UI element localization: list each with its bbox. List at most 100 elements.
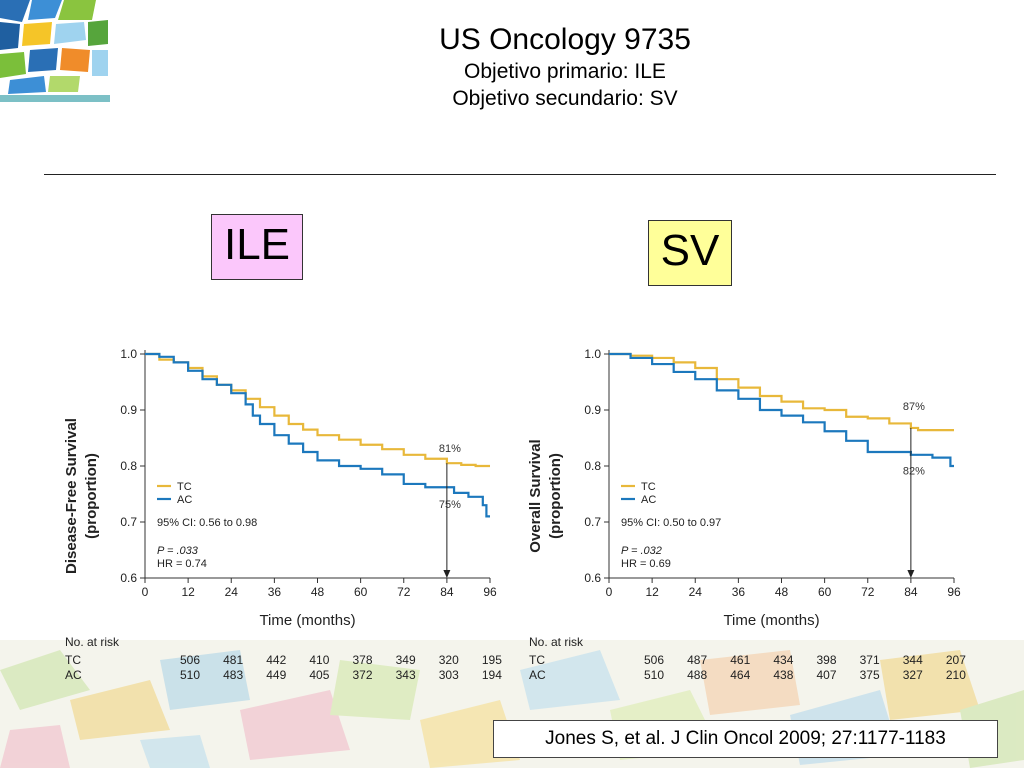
risk-cell: 327	[903, 668, 923, 682]
risk-cell: 378	[352, 653, 372, 667]
percent-annotation: 75%	[439, 499, 461, 511]
risk-cell: 506	[644, 653, 664, 667]
overall-survival-chart: 0.6 0.7 0.8 0.9 1.0 0 12 24 36 48 60 72 84 96 Time (mo…	[514, 318, 974, 694]
risk-cell: 207	[946, 653, 966, 667]
series-line-ac	[609, 352, 954, 468]
x-tick-label: 96	[947, 585, 961, 599]
y-tick-label: 0.8	[584, 459, 601, 473]
x-axis-label: Time (months)	[259, 612, 355, 629]
legend-label-tc: TC	[641, 481, 656, 493]
x-tick-label: 12	[645, 585, 659, 599]
risk-table-header: No. at risk	[529, 635, 584, 649]
x-tick-label: 0	[606, 585, 613, 599]
conference-logo	[0, 0, 110, 102]
dfs-chart-svg: 0.6 0.7 0.8 0.9 1.0 0 12 24 36 48 60 72 84 96 Time (mo…	[63, 347, 502, 682]
y-axis-label-unit: (proportion)	[547, 453, 564, 539]
risk-cell: 194	[482, 668, 502, 682]
risk-cell: 375	[860, 668, 880, 682]
risk-cell: 442	[266, 653, 286, 667]
series-line-tc	[145, 352, 490, 468]
x-tick-label: 96	[483, 585, 497, 599]
x-tick-label: 84	[440, 585, 454, 599]
os-chart-svg: 0.6 0.7 0.8 0.9 1.0 0 12 24 36 48 60 72 84 96 Time (mo…	[527, 347, 966, 682]
y-tick-label: 1.0	[120, 347, 137, 361]
ci-text: 95% CI: 0.50 to 0.97	[621, 517, 721, 529]
arrow-head	[443, 570, 451, 578]
risk-cell: 464	[730, 668, 750, 682]
p-value-text: P = .033	[157, 545, 199, 557]
x-tick-label: 36	[268, 585, 282, 599]
x-tick-label: 72	[397, 585, 411, 599]
risk-cell: 349	[396, 653, 416, 667]
x-tick-label: 72	[861, 585, 875, 599]
ile-tag: ILE	[211, 214, 303, 280]
risk-cell: 410	[309, 653, 329, 667]
risk-row-label-tc: TC	[529, 653, 545, 667]
primary-objective: Objetivo primario: ILE	[464, 60, 666, 83]
series-line-ac	[145, 352, 490, 518]
sv-tag: SV	[648, 220, 732, 286]
percent-annotation: 87%	[903, 401, 925, 413]
series-line-tc	[609, 352, 954, 432]
risk-cell: 510	[180, 668, 200, 682]
citation: Jones S, et al. J Clin Oncol 2009; 27:11…	[493, 720, 998, 758]
x-tick-label: 84	[904, 585, 918, 599]
mosaic-background	[0, 640, 1024, 768]
slide-header: US Oncology 9735 Objetivo primario: ILE …	[300, 22, 830, 112]
arrow-head	[907, 570, 915, 578]
y-tick-label: 1.0	[584, 347, 601, 361]
percent-annotation: 81%	[439, 443, 461, 455]
risk-cell: 483	[223, 668, 243, 682]
x-tick-label: 36	[732, 585, 746, 599]
x-axis-label: Time (months)	[723, 612, 819, 629]
risk-cell: 405	[309, 668, 329, 682]
legend-label-ac: AC	[641, 494, 656, 506]
risk-cell: 434	[773, 653, 793, 667]
x-tick-label: 24	[689, 585, 703, 599]
ci-text: 95% CI: 0.56 to 0.98	[157, 517, 257, 529]
risk-cell: 320	[439, 653, 459, 667]
disease-free-survival-chart: 0.6 0.7 0.8 0.9 1.0 0 12 24 36 48 60 72 84 96 Time (mo…	[50, 318, 510, 694]
risk-cell: 371	[860, 653, 880, 667]
y-tick-label: 0.7	[584, 515, 601, 529]
risk-cell: 210	[946, 668, 966, 682]
y-tick-label: 0.9	[584, 403, 601, 417]
risk-cell: 461	[730, 653, 750, 667]
risk-cell: 344	[903, 653, 923, 667]
risk-cell: 407	[816, 668, 836, 682]
risk-cell: 506	[180, 653, 200, 667]
x-tick-label: 48	[311, 585, 325, 599]
y-axis-label: Disease-Free Survival	[63, 418, 80, 574]
risk-cell: 510	[644, 668, 664, 682]
y-axis-label-unit: (proportion)	[83, 453, 100, 539]
legend-label-tc: TC	[177, 481, 192, 493]
percent-annotation: 82%	[903, 465, 925, 477]
legend-label-ac: AC	[177, 494, 192, 506]
risk-cell: 303	[439, 668, 459, 682]
risk-cell: 488	[687, 668, 707, 682]
risk-cell: 372	[352, 668, 372, 682]
x-tick-label: 12	[181, 585, 195, 599]
risk-row-label-tc: TC	[65, 653, 81, 667]
p-value-text: P = .032	[621, 545, 662, 557]
x-tick-label: 0	[142, 585, 149, 599]
y-tick-label: 0.7	[120, 515, 137, 529]
risk-cell: 195	[482, 653, 502, 667]
x-tick-label: 48	[775, 585, 789, 599]
header-divider	[44, 174, 996, 175]
x-tick-label: 60	[354, 585, 368, 599]
risk-cell: 398	[816, 653, 836, 667]
risk-cell: 343	[396, 668, 416, 682]
secondary-objective: Objetivo secundario: SV	[452, 87, 678, 110]
risk-cell: 438	[773, 668, 793, 682]
risk-row-label-ac: AC	[65, 668, 82, 682]
x-tick-label: 60	[818, 585, 832, 599]
y-axis-label: Overall Survival	[527, 439, 544, 552]
y-tick-label: 0.8	[120, 459, 137, 473]
risk-cell: 449	[266, 668, 286, 682]
risk-cell: 487	[687, 653, 707, 667]
risk-cell: 481	[223, 653, 243, 667]
y-tick-label: 0.6	[120, 571, 137, 585]
y-tick-label: 0.9	[120, 403, 137, 417]
risk-row-label-ac: AC	[529, 668, 546, 682]
